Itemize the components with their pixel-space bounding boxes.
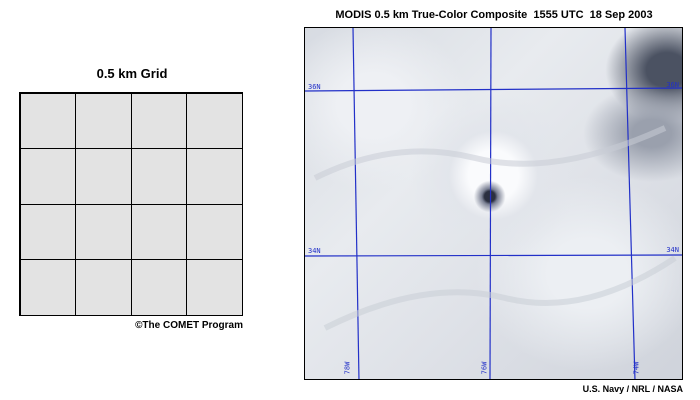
- latitude-line-34n: [305, 254, 682, 257]
- grid-cell: [186, 259, 243, 316]
- cloud-band: [323, 255, 677, 331]
- comet-credit: ©The COMET Program: [135, 320, 243, 331]
- image-title: MODIS 0.5 km True-Color Composite 1555 U…: [335, 9, 653, 21]
- lat-label-34n-left: 34N: [308, 247, 321, 255]
- grid-panel-title: 0.5 km Grid: [96, 66, 168, 81]
- cloud-band: [313, 125, 667, 181]
- grid-cell: [19, 148, 76, 205]
- lon-label-74w: 74W: [632, 361, 641, 375]
- grid-cell: [75, 148, 132, 205]
- lat-label-36n-right: 36N: [666, 81, 679, 89]
- lat-lon-grid-overlay: [305, 28, 682, 379]
- grid-cell: [19, 259, 76, 316]
- grid-cell: [130, 148, 187, 205]
- grid-cell: [130, 92, 187, 149]
- lon-label-78w: 78W: [343, 361, 352, 375]
- grid-cell: [186, 203, 243, 260]
- image-credit: U.S. Navy / NRL / NASA: [582, 384, 683, 394]
- lat-label-36n-left: 36N: [308, 83, 321, 91]
- lat-label-34n-right: 34N: [666, 246, 679, 254]
- satellite-image: 36N 36N 34N 34N 78W 76W 74W: [304, 27, 683, 380]
- grid-cell: [19, 92, 76, 149]
- longitude-line-76w: [489, 28, 492, 379]
- lon-label-76w: 76W: [480, 361, 489, 375]
- grid-cell: [186, 92, 243, 149]
- longitude-line-78w: [352, 28, 360, 379]
- grid-cell: [75, 203, 132, 260]
- grid-cell: [75, 259, 132, 316]
- grid-cell: [130, 203, 187, 260]
- grid-cell: [186, 148, 243, 205]
- longitude-line-74w: [624, 28, 636, 379]
- grid-cell: [130, 259, 187, 316]
- latitude-line-36n: [305, 87, 682, 92]
- half-km-grid: [19, 92, 243, 316]
- grid-cell: [75, 92, 132, 149]
- grid-cell: [19, 203, 76, 260]
